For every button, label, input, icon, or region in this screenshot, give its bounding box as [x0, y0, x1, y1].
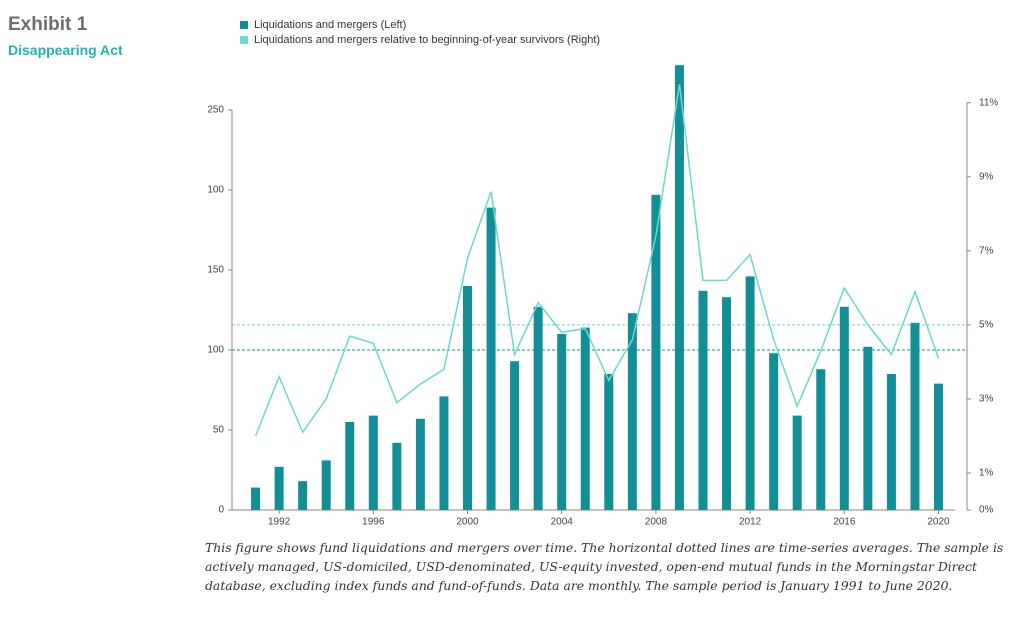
- bar: [934, 383, 944, 510]
- bar: [251, 487, 261, 510]
- y2-tick-label: 0%: [979, 505, 994, 516]
- line: [254, 84, 940, 437]
- x-tick-label: 2016: [833, 517, 856, 528]
- x-tick-label: 2004: [551, 517, 574, 528]
- bar: [580, 327, 590, 510]
- x-tick-label: 1996: [362, 517, 385, 528]
- x-tick-label: 2008: [645, 517, 668, 528]
- y2-tick-label: 3%: [979, 394, 994, 405]
- bar: [557, 334, 567, 510]
- bar: [886, 374, 896, 510]
- bar: [745, 276, 755, 510]
- caption: This figure shows fund liquidations and …: [205, 540, 1004, 593]
- y-tick-label: 150: [207, 265, 224, 276]
- bar: [321, 460, 331, 510]
- y2-tick-label: 1%: [979, 468, 994, 479]
- exhibit-subtitle: Disappearing Act: [8, 42, 123, 58]
- bar: [722, 297, 732, 510]
- bar: [698, 290, 708, 510]
- y-tick-label: 100: [207, 345, 224, 356]
- chart: 0 50 100 150 100 250 0% 1% 3% 5% 7% 9% 11% 1992 1996 20…: [207, 19, 998, 528]
- bar: [769, 353, 779, 510]
- bar: [486, 207, 496, 510]
- y-tick-label: 100: [207, 185, 224, 196]
- bar: [910, 322, 920, 510]
- x-tick-label: 2020: [927, 517, 950, 528]
- bar: [415, 418, 425, 510]
- y-tick-label: 50: [213, 425, 225, 436]
- bar: [792, 415, 802, 510]
- bar: [463, 286, 473, 510]
- legend-label: Liquidations and mergers (Left): [254, 19, 406, 31]
- y-tick-label: 0: [218, 505, 224, 516]
- legend-swatch: [240, 36, 248, 44]
- bar: [439, 396, 449, 510]
- bar: [345, 422, 355, 510]
- exhibit-title: Exhibit 1: [8, 14, 88, 35]
- bar: [510, 361, 520, 510]
- legend-label: Liquidations and mergers relative to beg…: [254, 34, 600, 46]
- bar: [604, 374, 614, 510]
- bar: [274, 466, 284, 510]
- bar: [651, 194, 661, 511]
- x-tick-label: 2000: [456, 517, 479, 528]
- legend-swatch: [240, 21, 248, 29]
- x-tick-label: 1992: [268, 517, 291, 528]
- bar: [816, 369, 826, 510]
- y2-tick-label: 5%: [979, 320, 994, 331]
- y2-tick-label: 11%: [979, 97, 998, 108]
- y2-tick-label: 7%: [979, 245, 994, 256]
- bar: [863, 346, 873, 510]
- bar: [533, 306, 543, 510]
- bar: [368, 415, 378, 510]
- bar: [392, 442, 402, 510]
- bar: [839, 306, 849, 510]
- bar: [298, 481, 308, 510]
- y2-tick-label: 9%: [979, 171, 994, 182]
- x-tick-label: 2012: [739, 517, 762, 528]
- bar: [674, 65, 684, 510]
- y-tick-label: 250: [207, 105, 224, 116]
- bar: [627, 313, 637, 510]
